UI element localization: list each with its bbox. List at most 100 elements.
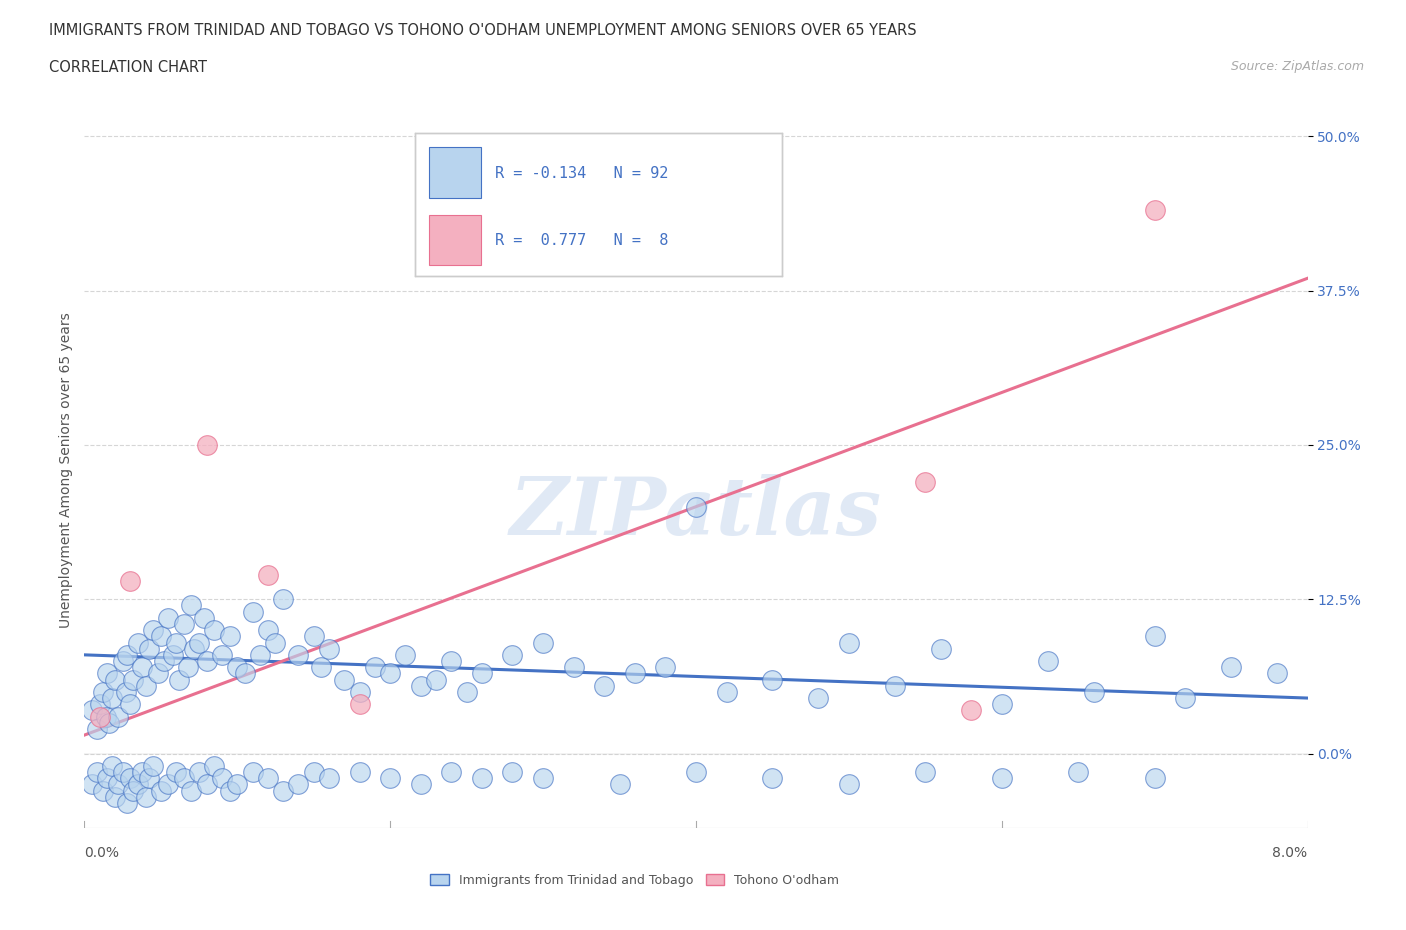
Point [685,499,707,514]
Point [242,604,264,619]
Point [838,635,860,650]
Point [914,474,936,489]
Point [94,710,117,724]
Point [471,771,494,786]
Point [195,777,218,792]
Point [146,666,169,681]
Point [165,635,187,650]
Point [287,647,309,662]
Point [271,591,294,606]
Y-axis label: Unemployment Among Seniors over 65 years: Unemployment Among Seniors over 65 years [59,312,73,628]
Point [271,783,294,798]
Point [80,703,103,718]
Point [349,684,371,699]
Point [91,783,114,798]
Point [409,678,432,693]
Point [149,783,172,798]
Point [153,654,176,669]
Point [127,635,149,650]
Point [157,610,180,625]
Legend: Immigrants from Trinidad and Tobago, Tohono O'odham: Immigrants from Trinidad and Tobago, Toh… [423,868,846,893]
Point [101,691,124,706]
Point [142,759,165,774]
Point [218,629,240,644]
Point [193,610,215,625]
Point [111,654,134,669]
Text: IMMIGRANTS FROM TRINIDAD AND TOBAGO VS TOHONO O'ODHAM UNEMPLOYMENT AMONG SENIORS: IMMIGRANTS FROM TRINIDAD AND TOBAGO VS T… [49,23,917,38]
Point [380,666,402,681]
Point [593,678,616,693]
Text: CORRELATION CHART: CORRELATION CHART [49,60,207,75]
Point [394,647,416,662]
Point [80,777,103,792]
Point [211,771,233,786]
Point [162,647,184,662]
Point [96,666,118,681]
Text: ZIPatlas: ZIPatlas [510,474,882,551]
Point [202,759,225,774]
Point [264,635,287,650]
Point [349,697,371,711]
Point [131,659,153,674]
Point [167,672,190,687]
Point [990,771,1012,786]
Point [142,623,165,638]
Point [111,764,134,779]
Point [333,672,356,687]
Text: 8.0%: 8.0% [1272,846,1308,860]
Point [440,654,463,669]
Point [149,629,172,644]
Point [180,783,202,798]
Point [1143,629,1166,644]
Point [226,659,249,674]
Point [122,672,145,687]
Point [188,635,211,650]
Point [107,710,129,724]
Point [1174,691,1197,706]
Point [101,759,124,774]
Point [364,659,387,674]
Point [211,647,233,662]
Point [218,783,240,798]
Point [135,678,157,693]
Point [1067,764,1090,779]
Point [807,691,830,706]
Point [157,777,180,792]
Point [1083,684,1105,699]
Point [131,764,153,779]
Point [302,629,325,644]
Point [1143,203,1166,218]
Point [249,647,271,662]
Point [86,764,108,779]
Point [115,647,138,662]
Point [97,715,120,730]
Point [302,764,325,779]
Point [135,790,157,804]
Point [165,764,187,779]
Point [177,659,200,674]
Point [311,659,333,674]
Point [440,764,463,779]
Point [122,783,145,798]
Point [138,771,160,786]
Point [501,764,523,779]
Point [1143,771,1166,786]
Point [1220,659,1243,674]
Point [1036,654,1059,669]
Point [89,697,111,711]
Point [914,764,936,779]
Point [685,764,707,779]
Point [188,764,211,779]
Point [1265,666,1288,681]
Point [287,777,309,792]
Point [761,672,783,687]
Point [960,703,983,718]
Point [173,771,195,786]
Point [409,777,432,792]
Text: Source: ZipAtlas.com: Source: ZipAtlas.com [1230,60,1364,73]
Point [531,771,554,786]
Point [195,654,218,669]
Point [257,567,280,582]
Point [562,659,585,674]
Point [761,771,783,786]
